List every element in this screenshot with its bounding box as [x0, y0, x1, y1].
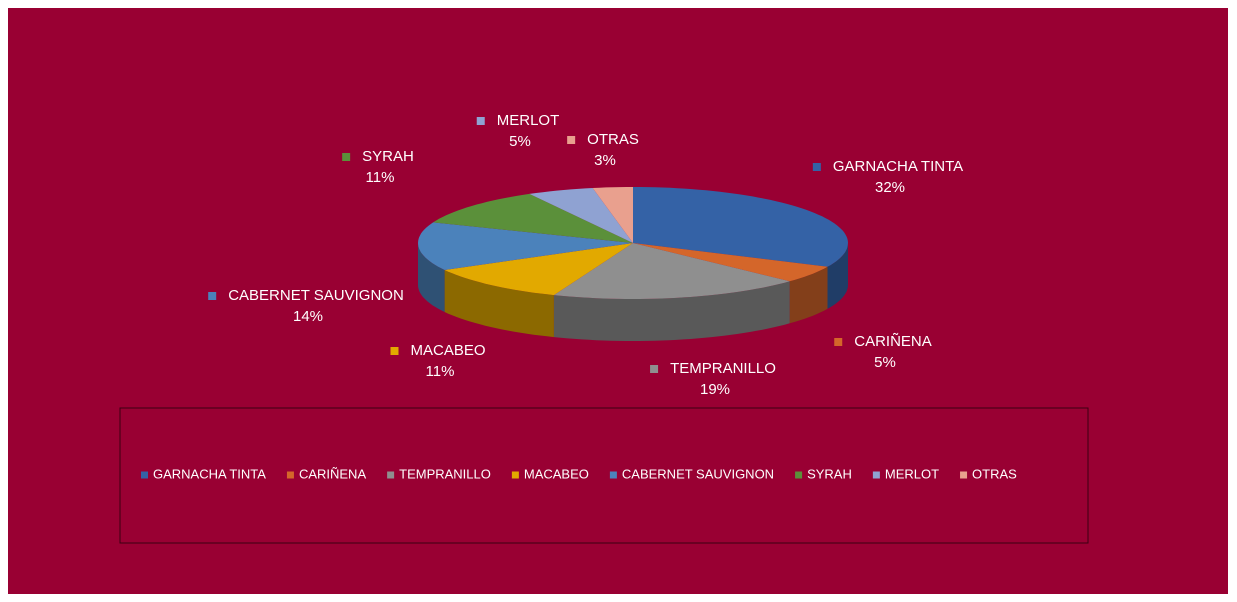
- data-label-value: 5%: [874, 354, 896, 371]
- legend-marker: [387, 471, 395, 479]
- slice-side: [553, 281, 790, 341]
- data-label-name: TEMPRANILLO: [670, 360, 776, 377]
- data-label-value: 5%: [509, 133, 531, 150]
- data-label-name: CABERNET SAUVIGNON: [228, 287, 404, 304]
- legend-label: OTRAS: [972, 466, 1017, 481]
- label-marker: [567, 136, 576, 144]
- legend-marker: [872, 471, 880, 479]
- data-label-value: 14%: [293, 308, 323, 325]
- legend-label: TEMPRANILLO: [399, 466, 491, 481]
- slice: [433, 193, 633, 243]
- slice-side: [444, 270, 554, 338]
- data-label-name: OTRAS: [587, 131, 639, 148]
- slice: [592, 187, 633, 243]
- slice: [633, 187, 848, 267]
- legend-box: [119, 407, 1089, 544]
- legend-label: SYRAH: [807, 466, 852, 481]
- legend-label: GARNACHA TINTA: [153, 466, 266, 481]
- legend-label: CARIÑENA: [299, 466, 367, 481]
- data-label-value: 11%: [366, 169, 395, 186]
- legend-label: MERLOT: [885, 466, 939, 481]
- slice-side: [789, 266, 828, 324]
- legend-marker: [609, 471, 617, 479]
- slice-side: [827, 243, 848, 309]
- slice-side: [418, 243, 445, 312]
- legend-marker: [795, 471, 803, 479]
- data-label-name: CARIÑENA: [854, 333, 932, 350]
- legend-marker: [511, 471, 519, 479]
- slice: [529, 188, 633, 243]
- data-label-name: SYRAH: [362, 148, 414, 165]
- label-marker: [390, 347, 399, 355]
- legend-marker: [286, 471, 294, 479]
- legend-label: MACABEO: [524, 466, 589, 481]
- legend-marker: [960, 471, 968, 479]
- label-marker: [834, 338, 843, 346]
- slice: [418, 222, 633, 270]
- label-marker: [208, 292, 217, 300]
- data-label-value: 32%: [875, 179, 905, 196]
- legend-label: CABERNET SAUVIGNON: [622, 466, 774, 481]
- label-marker: [650, 365, 659, 373]
- data-label-name: MACABEO: [410, 342, 485, 359]
- label-marker: [476, 117, 485, 125]
- slice: [444, 243, 633, 296]
- label-marker: [812, 163, 821, 171]
- data-label-value: 3%: [594, 152, 616, 169]
- data-label-name: GARNACHA TINTA: [833, 158, 963, 175]
- slice: [553, 243, 790, 299]
- data-label-name: MERLOT: [497, 112, 560, 129]
- legend-marker: [141, 471, 148, 479]
- data-label-value: 19%: [700, 381, 730, 398]
- label-marker: [342, 153, 351, 161]
- slice: [633, 243, 828, 282]
- data-label-value: 11%: [426, 363, 455, 380]
